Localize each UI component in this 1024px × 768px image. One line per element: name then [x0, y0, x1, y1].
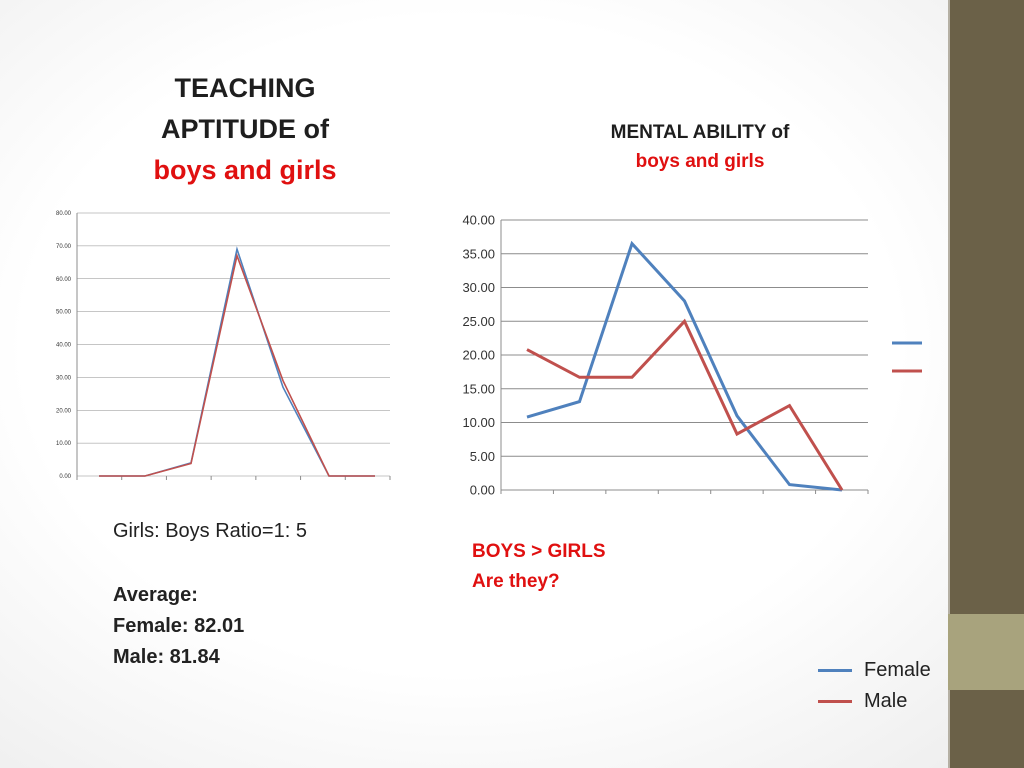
legend: Female Male — [818, 655, 931, 717]
sidebar-accent-block — [948, 614, 1024, 690]
legend-label-female: Female — [864, 659, 931, 681]
mental-ability-title: MENTAL ABILITY of boys and girls — [560, 118, 840, 176]
average-male: Male: 81.84 — [113, 646, 220, 668]
legend-swatch-male — [818, 700, 852, 703]
chart-1-y-tick-label: 40.00 — [56, 343, 72, 349]
chart-1-y-tick-label: 50.00 — [56, 310, 72, 316]
title-line-1: MENTAL ABILITY of — [610, 122, 790, 143]
boys-girls-line-2: Are they? — [472, 571, 560, 592]
sidebar-divider — [948, 0, 950, 768]
sidebar-decoration — [948, 0, 1024, 768]
chart-1-y-tick-label: 60.00 — [56, 277, 72, 283]
average-label: Average: — [113, 584, 198, 606]
chart-2-y-tick-label: 10.00 — [462, 415, 495, 430]
chart-2-y-tick-label: 30.00 — [462, 280, 495, 295]
charts-canvas: 0.00 10.00 20.00 30.00 40.00 50.00 60.00 70.00 8… — [56, 211, 922, 498]
chart-2-series-male-line — [526, 318, 844, 491]
chart-1-y-tick-label: 20.00 — [56, 408, 72, 414]
legend-swatch-female — [818, 669, 852, 672]
average-block: Average: Female: 82.01 Male: 81.84 — [113, 580, 244, 673]
boys-girls-line-1: BOYS > GIRLS — [472, 541, 606, 562]
average-female: Female: 82.01 — [113, 615, 245, 637]
chart-1-series-male-line — [99, 252, 375, 477]
chart-1-y-tick-label: 70.00 — [56, 244, 72, 250]
teaching-aptitude-title: TEACHING APTITUDE of boys and girls — [110, 68, 380, 191]
legend-label-male: Male — [864, 690, 908, 712]
boys-girls-question: BOYS > GIRLS Are they? — [472, 537, 606, 597]
chart-2-y-tick-label: 0.00 — [470, 483, 495, 498]
chart-1-y-tick-label: 80.00 — [56, 211, 72, 217]
legend-item-female: Female — [818, 655, 931, 686]
chart-2-y-tick-label: 40.00 — [462, 213, 495, 228]
chart-1-y-tick-label: 0.00 — [59, 474, 71, 480]
title-line-2: boys and girls — [635, 151, 765, 172]
title-line-2: APTITUDE of — [161, 114, 329, 144]
chart-1-series-female-line — [99, 246, 375, 477]
legend-item-male: Male — [818, 686, 931, 717]
ratio-text: Girls: Boys Ratio=1: 5 — [113, 520, 307, 542]
title-line-1: TEACHING — [174, 73, 316, 103]
chart-2-y-tick-label: 25.00 — [462, 314, 495, 329]
chart-2-y-tick-label: 20.00 — [462, 348, 495, 363]
chart-1-y-tick-label: 30.00 — [56, 375, 72, 381]
chart-2-y-tick-label: 35.00 — [462, 246, 495, 261]
chart-2-y-tick-label: 15.00 — [462, 381, 495, 396]
chart-2-series-female-line — [526, 240, 843, 492]
chart-2-y-tick-label: 5.00 — [470, 449, 495, 464]
title-line-3: boys and girls — [153, 155, 337, 185]
chart-1-y-tick-label: 10.00 — [56, 441, 72, 447]
